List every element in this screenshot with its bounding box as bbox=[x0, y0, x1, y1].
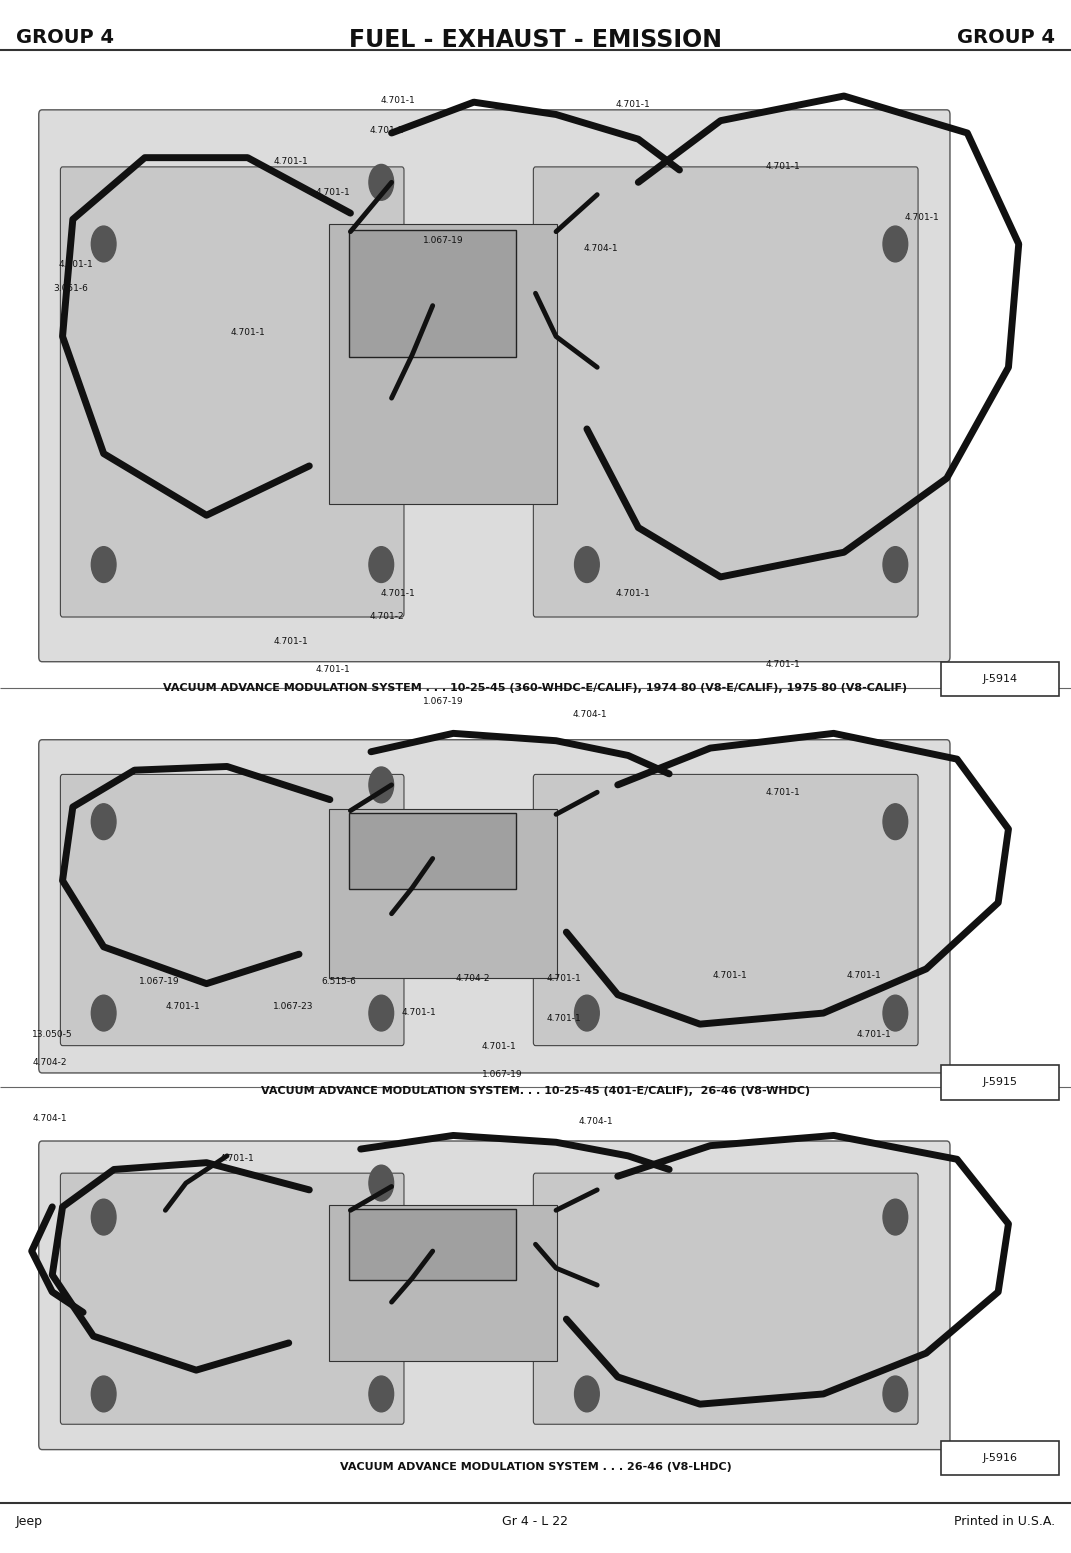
FancyBboxPatch shape bbox=[60, 1173, 404, 1424]
Text: 4.701-1: 4.701-1 bbox=[616, 589, 650, 598]
Text: 4.701-1: 4.701-1 bbox=[230, 328, 265, 337]
FancyBboxPatch shape bbox=[39, 1141, 950, 1449]
Text: GROUP 4: GROUP 4 bbox=[16, 28, 115, 47]
FancyBboxPatch shape bbox=[941, 1065, 1059, 1100]
Text: 4.701-1: 4.701-1 bbox=[616, 99, 650, 109]
Circle shape bbox=[91, 227, 116, 262]
Text: GROUP 4: GROUP 4 bbox=[956, 28, 1055, 47]
Circle shape bbox=[368, 547, 394, 582]
FancyBboxPatch shape bbox=[349, 230, 516, 357]
Text: 4.701-1: 4.701-1 bbox=[546, 1014, 580, 1023]
Text: 4.701-2: 4.701-2 bbox=[369, 126, 404, 135]
FancyBboxPatch shape bbox=[329, 1205, 557, 1362]
Circle shape bbox=[883, 995, 908, 1031]
Text: 1.067-19: 1.067-19 bbox=[482, 1070, 523, 1079]
Circle shape bbox=[883, 1199, 908, 1235]
Text: 4.701-1: 4.701-1 bbox=[380, 589, 414, 598]
Circle shape bbox=[91, 995, 116, 1031]
Text: 4.701-1: 4.701-1 bbox=[166, 1002, 200, 1011]
FancyBboxPatch shape bbox=[39, 739, 950, 1073]
Text: 4.701-1: 4.701-1 bbox=[546, 974, 580, 983]
Circle shape bbox=[368, 1165, 394, 1200]
FancyBboxPatch shape bbox=[533, 1173, 918, 1424]
FancyBboxPatch shape bbox=[533, 775, 918, 1045]
FancyBboxPatch shape bbox=[60, 775, 404, 1045]
Text: 1.067-19: 1.067-19 bbox=[139, 977, 180, 986]
Circle shape bbox=[368, 165, 394, 200]
Text: 1.067-19: 1.067-19 bbox=[423, 697, 464, 707]
Text: 4.701-1: 4.701-1 bbox=[846, 971, 880, 980]
Text: Jeep: Jeep bbox=[16, 1516, 43, 1528]
Text: J-5914: J-5914 bbox=[983, 674, 1017, 683]
FancyBboxPatch shape bbox=[329, 224, 557, 505]
Text: 4.701-1: 4.701-1 bbox=[273, 157, 307, 166]
Circle shape bbox=[883, 547, 908, 582]
Circle shape bbox=[91, 804, 116, 840]
Circle shape bbox=[574, 547, 600, 582]
Text: 4.701-1: 4.701-1 bbox=[380, 96, 414, 106]
Text: 4.704-1: 4.704-1 bbox=[573, 710, 607, 719]
Circle shape bbox=[91, 547, 116, 582]
Text: VACUUM ADVANCE MODULATION SYSTEM . . . 10-25-45 (360-WHDC-E/CALIF), 1974 80 (V8-: VACUUM ADVANCE MODULATION SYSTEM . . . 1… bbox=[164, 683, 907, 693]
Text: 4.701-1: 4.701-1 bbox=[857, 1030, 891, 1039]
FancyBboxPatch shape bbox=[349, 812, 516, 890]
Circle shape bbox=[368, 767, 394, 803]
Text: 4.701-1: 4.701-1 bbox=[766, 660, 800, 669]
Text: 4.701-1: 4.701-1 bbox=[220, 1154, 254, 1163]
Text: 4.704-1: 4.704-1 bbox=[584, 244, 618, 253]
Text: 4.704-2: 4.704-2 bbox=[455, 974, 489, 983]
Text: 4.701-1: 4.701-1 bbox=[482, 1042, 516, 1051]
FancyBboxPatch shape bbox=[941, 1441, 1059, 1475]
Circle shape bbox=[883, 1376, 908, 1412]
Circle shape bbox=[91, 1376, 116, 1412]
Circle shape bbox=[368, 995, 394, 1031]
Text: 4.701-1: 4.701-1 bbox=[316, 188, 350, 197]
Circle shape bbox=[91, 1199, 116, 1235]
Circle shape bbox=[883, 227, 908, 262]
Text: 4.701-1: 4.701-1 bbox=[712, 971, 746, 980]
Text: 4.701-1: 4.701-1 bbox=[905, 213, 939, 222]
Text: 1.067-23: 1.067-23 bbox=[273, 1002, 314, 1011]
FancyBboxPatch shape bbox=[533, 166, 918, 617]
FancyBboxPatch shape bbox=[941, 662, 1059, 696]
Text: 4.701-2: 4.701-2 bbox=[369, 612, 404, 621]
Text: 4.701-1: 4.701-1 bbox=[402, 1008, 436, 1017]
Text: 4.701-1: 4.701-1 bbox=[316, 665, 350, 674]
Text: 4.704-1: 4.704-1 bbox=[578, 1117, 613, 1126]
Text: 4.704-2: 4.704-2 bbox=[32, 1058, 66, 1067]
Text: 13.050-5: 13.050-5 bbox=[32, 1030, 73, 1039]
Circle shape bbox=[368, 1376, 394, 1412]
Text: J-5915: J-5915 bbox=[983, 1078, 1017, 1087]
FancyBboxPatch shape bbox=[329, 809, 557, 978]
Text: 4.701-1: 4.701-1 bbox=[766, 787, 800, 797]
Text: 1.067-19: 1.067-19 bbox=[423, 236, 464, 245]
Text: 4.704-1: 4.704-1 bbox=[32, 1114, 66, 1123]
FancyBboxPatch shape bbox=[39, 110, 950, 662]
Text: J-5916: J-5916 bbox=[983, 1454, 1017, 1463]
Text: FUEL - EXHAUST - EMISSION: FUEL - EXHAUST - EMISSION bbox=[349, 28, 722, 51]
FancyBboxPatch shape bbox=[349, 1208, 516, 1280]
Text: 4.701-1: 4.701-1 bbox=[59, 259, 93, 269]
Text: VACUUM ADVANCE MODULATION SYSTEM. . . 10-25-45 (401-E/CALIF),  26-46 (V8-WHDC): VACUUM ADVANCE MODULATION SYSTEM. . . 10… bbox=[261, 1087, 810, 1096]
Text: Gr 4 - L 22: Gr 4 - L 22 bbox=[502, 1516, 569, 1528]
Text: VACUUM ADVANCE MODULATION SYSTEM . . . 26-46 (V8-LHDC): VACUUM ADVANCE MODULATION SYSTEM . . . 2… bbox=[340, 1463, 731, 1472]
Text: 3.051-6: 3.051-6 bbox=[54, 284, 89, 294]
Text: 4.701-1: 4.701-1 bbox=[766, 162, 800, 171]
Circle shape bbox=[574, 995, 600, 1031]
Circle shape bbox=[574, 1376, 600, 1412]
FancyBboxPatch shape bbox=[60, 166, 404, 617]
Circle shape bbox=[883, 804, 908, 840]
Text: Printed in U.S.A.: Printed in U.S.A. bbox=[954, 1516, 1055, 1528]
Text: 6.515-6: 6.515-6 bbox=[321, 977, 357, 986]
Text: 4.701-1: 4.701-1 bbox=[273, 637, 307, 646]
